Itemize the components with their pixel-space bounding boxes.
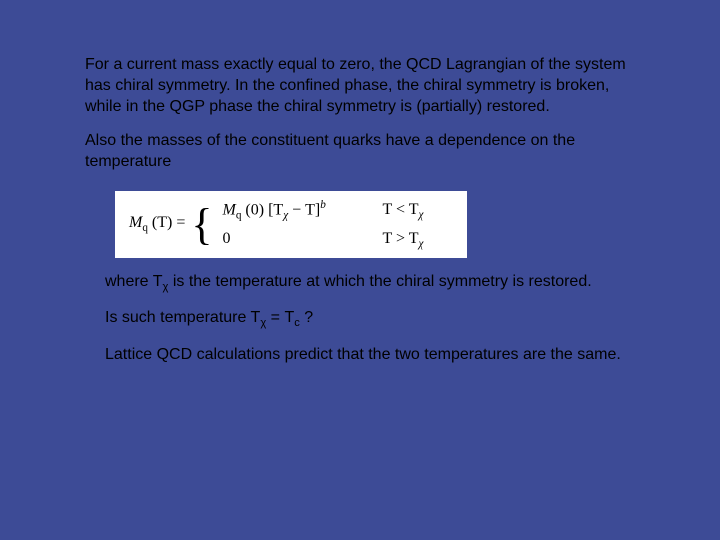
paragraph-4: Is such temperature Tχ = Tc ? xyxy=(105,308,640,331)
equation-box: Mq (T) = { Mq (0) [Tχ − T]b T < Tχ 0 T >… xyxy=(115,191,467,258)
c1-M: M xyxy=(223,201,236,218)
case-2: 0 T > Tχ xyxy=(223,230,453,250)
equation-cases: Mq (0) [Tχ − T]b T < Tχ 0 T > Tχ xyxy=(223,199,453,250)
case-1-cond: T < Tχ xyxy=(383,201,453,221)
c1-cond-chi: χ xyxy=(419,210,424,222)
case-2-cond: T > Tχ xyxy=(383,230,453,250)
c1-cond-pre: T < T xyxy=(383,201,419,218)
equation-lhs: Mq (T) = xyxy=(129,214,185,234)
p3-post: is the temperature at which the chiral s… xyxy=(168,273,591,290)
case-2-expr: 0 xyxy=(223,230,383,248)
c1-exp: b xyxy=(320,199,326,211)
p4-mid: = T xyxy=(266,309,294,326)
slide-content: For a current mass exactly equal to zero… xyxy=(0,0,720,366)
c1-close: − T] xyxy=(288,201,320,218)
equation: Mq (T) = { Mq (0) [Tχ − T]b T < Tχ 0 T >… xyxy=(129,199,453,250)
p4-post: ? xyxy=(300,309,313,326)
case-1: Mq (0) [Tχ − T]b T < Tχ xyxy=(223,199,453,222)
case-1-expr: Mq (0) [Tχ − T]b xyxy=(223,199,383,222)
brace-icon: { xyxy=(191,207,212,242)
p4-pre: Is such temperature T xyxy=(105,309,260,326)
c1-open: (0) [T xyxy=(241,201,283,218)
c2-cond-chi: χ xyxy=(419,238,424,250)
paragraph-3: where Tχ is the temperature at which the… xyxy=(105,272,640,295)
paragraph-1: For a current mass exactly equal to zero… xyxy=(85,55,640,117)
eq-M: M xyxy=(129,214,142,231)
paragraph-5: Lattice QCD calculations predict that th… xyxy=(105,345,640,366)
c2-cond-pre: T > T xyxy=(383,230,419,247)
eq-T: (T) = xyxy=(148,214,185,231)
p3-pre: where T xyxy=(105,273,163,290)
paragraph-2: Also the masses of the constituent quark… xyxy=(85,131,640,173)
